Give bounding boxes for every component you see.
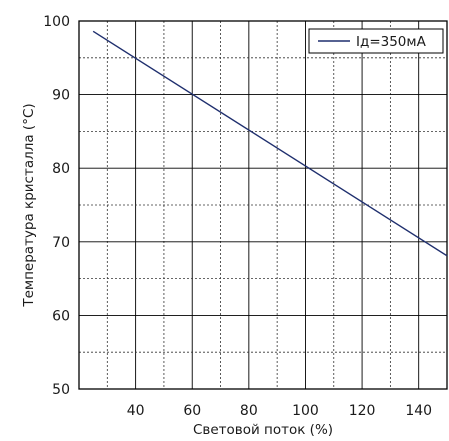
x-tick-label: 80 xyxy=(240,403,258,419)
x-tick-labels: 40 60 80 100 120 140 xyxy=(127,403,432,419)
x-tick-label: 100 xyxy=(292,403,319,419)
y-tick-label: 90 xyxy=(52,88,70,104)
y-tick-label: 100 xyxy=(43,14,70,30)
grid xyxy=(79,21,447,389)
series-line xyxy=(92,30,448,257)
y-tick-label: 70 xyxy=(52,235,70,251)
x-tick-label: 60 xyxy=(183,403,201,419)
y-tick-label: 50 xyxy=(52,382,70,398)
series-lines xyxy=(92,30,448,257)
legend-label: Iд=350мА xyxy=(356,34,427,50)
plot-area-border xyxy=(78,20,448,390)
y-axis-title: Температура кристалла (°С) xyxy=(21,103,37,307)
legend-box xyxy=(308,28,444,54)
y-tick-label: 60 xyxy=(52,308,70,324)
legend: Iд=350мА xyxy=(308,28,444,54)
x-tick-label: 40 xyxy=(127,403,145,419)
x-axis-title: Световой поток (%) xyxy=(193,422,333,438)
y-tick-label: 80 xyxy=(52,161,70,177)
x-tick-label: 140 xyxy=(405,403,432,419)
y-tick-labels: 50 60 70 80 90 100 xyxy=(43,14,70,398)
x-tick-label: 120 xyxy=(349,403,376,419)
